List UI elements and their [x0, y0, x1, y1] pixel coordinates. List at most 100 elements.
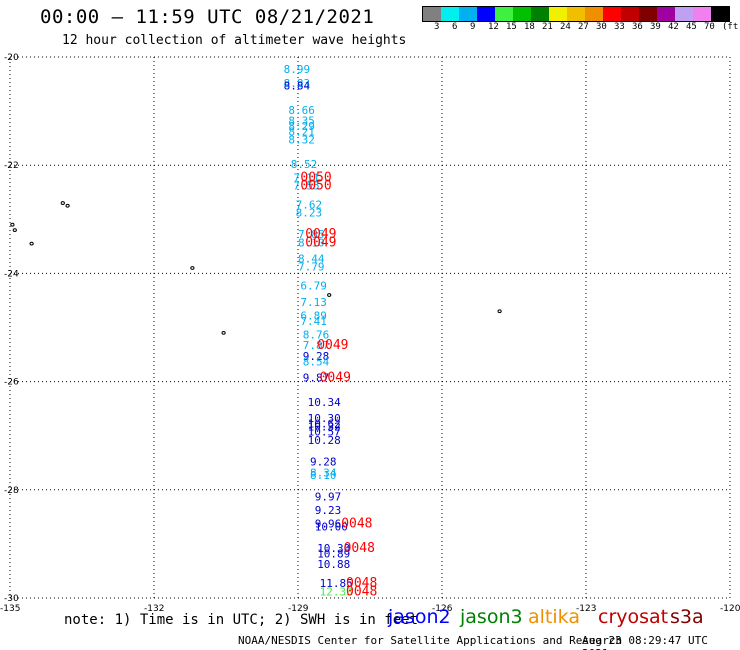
lat-tick-label: -28	[4, 486, 19, 496]
color-scale-label: 12	[488, 22, 499, 32]
pass-time-label: 0048	[346, 584, 377, 599]
wave-height-label: 9.28	[310, 455, 337, 468]
color-scale-label: 33	[614, 22, 625, 32]
color-scale-label: (ft)	[722, 22, 740, 32]
wave-height-label: 7.41	[300, 315, 327, 328]
island-marker	[497, 309, 502, 314]
wave-height-label: 6.79	[300, 280, 327, 293]
wave-height-label: 7.62	[296, 198, 323, 211]
map-frame	[9, 56, 731, 599]
pass-time-label: 0050	[300, 179, 331, 194]
wave-height-label: 8.35	[288, 115, 315, 128]
color-scale-swatch	[477, 7, 495, 21]
color-scale-label: 27	[578, 22, 589, 32]
island-marker	[221, 331, 226, 335]
lon-tick-label: -123	[576, 604, 596, 614]
wave-height-label: 10.30	[308, 412, 341, 425]
island-marker	[29, 241, 34, 246]
satellite-legend-item: jason3	[460, 606, 523, 628]
wave-height-label: 9.96	[315, 518, 342, 531]
lon-tick-label: -135	[0, 604, 20, 614]
lat-tick-label: -22	[4, 161, 19, 171]
wave-height-label: 10.88	[317, 558, 350, 571]
color-scale-label: 21	[542, 22, 553, 32]
wave-height-label: 8.44	[298, 253, 325, 266]
pass-time-label: 0048	[344, 541, 375, 556]
wave-height-label: 11.85	[320, 577, 353, 590]
wave-height-label: 8.99	[284, 63, 311, 76]
satellite-legend-item: s3a	[670, 606, 704, 628]
satellite-legend-item: cryosat	[598, 606, 669, 628]
color-scale-swatch	[459, 7, 477, 21]
color-scale-swatch	[693, 7, 711, 21]
wave-height-label: 8.54	[303, 355, 330, 368]
credit-text: NOAA/NESDIS Center for Satellite Applica…	[238, 634, 623, 647]
wave-height-label: 7.11	[293, 171, 320, 184]
wave-height-label: 8.76	[303, 328, 330, 341]
color-scale-swatch	[495, 7, 513, 21]
wave-height-label: 10.34	[308, 396, 341, 409]
wave-height-label: 10.30	[317, 542, 350, 555]
wave-height-label: 9.28	[303, 350, 330, 363]
color-scale-swatch	[711, 7, 729, 21]
color-scale-label: 36	[632, 22, 643, 32]
pass-time-label: 0049	[305, 227, 336, 242]
wave-height-label: 10.89	[317, 547, 350, 560]
color-scale-label: 39	[650, 22, 661, 32]
wave-height-label: 8.10	[310, 469, 337, 482]
wave-height-label: 10.28	[308, 434, 341, 447]
color-scale-swatch	[531, 7, 549, 21]
wave-height-label: 10.57	[308, 426, 341, 439]
color-scale-label: 18	[524, 22, 535, 32]
color-scale-swatch	[621, 7, 639, 21]
lon-tick-label: -132	[144, 604, 164, 614]
footer-note: note: 1) Time is in UTC; 2) SWH is in fe…	[64, 612, 419, 628]
island-marker	[10, 222, 15, 227]
island-marker	[60, 201, 65, 205]
wave-height-label: 9.87	[303, 372, 330, 385]
wave-height-label: 10.00	[315, 520, 348, 533]
wave-height-label: 8.32	[288, 134, 315, 147]
wave-height-label: 7.87	[303, 339, 330, 352]
color-scale-swatch	[513, 7, 531, 21]
color-scale-swatch	[441, 7, 459, 21]
color-scale-swatch	[549, 7, 567, 21]
pass-time-label: 0049	[320, 371, 351, 386]
color-scale-bar	[422, 6, 730, 22]
wave-height-label: 7.85	[298, 228, 325, 241]
page-subtitle: 12 hour collection of altimeter wave hei…	[62, 33, 407, 48]
satellite-legend-item: altika	[528, 606, 580, 628]
wave-height-label: 8.66	[288, 104, 315, 117]
pass-time-label: 0049	[317, 338, 348, 353]
wave-height-label: 8.29	[288, 120, 315, 133]
color-scale-swatch	[585, 7, 603, 21]
pass-time-label: 0048	[346, 576, 377, 591]
pass-time-label: 0049	[305, 235, 336, 250]
color-scale-swatch	[603, 7, 621, 21]
island-marker	[65, 203, 70, 208]
page-title: 00:00 – 11:59 UTC 08/21/2021	[40, 6, 375, 28]
wave-height-label: 8.21	[288, 125, 315, 138]
satellite-legend-item: jason2	[388, 606, 451, 628]
wave-height-label: 12.33	[320, 585, 353, 598]
color-scale-label: 42	[668, 22, 679, 32]
color-scale-swatch	[567, 7, 585, 21]
wave-height-label: 7.79	[298, 261, 325, 274]
pass-time-label: 0048	[341, 517, 372, 532]
island-marker	[190, 266, 195, 270]
wave-height-label: 9.23	[315, 504, 342, 517]
wave-height-label: 10.32	[308, 420, 341, 433]
lon-tick-label: -126	[432, 604, 453, 614]
color-scale-swatch	[675, 7, 693, 21]
color-scale-label: 15	[506, 22, 517, 32]
wave-height-label: 8.83	[284, 77, 311, 90]
color-scale-label: 45	[686, 22, 697, 32]
island-marker	[327, 293, 332, 297]
lat-tick-label: -26	[4, 378, 19, 388]
wave-height-label: 6.89	[300, 309, 327, 322]
color-scale-swatch	[657, 7, 675, 21]
color-scale-label: 3	[434, 22, 440, 32]
lon-tick-label: -129	[288, 604, 309, 614]
